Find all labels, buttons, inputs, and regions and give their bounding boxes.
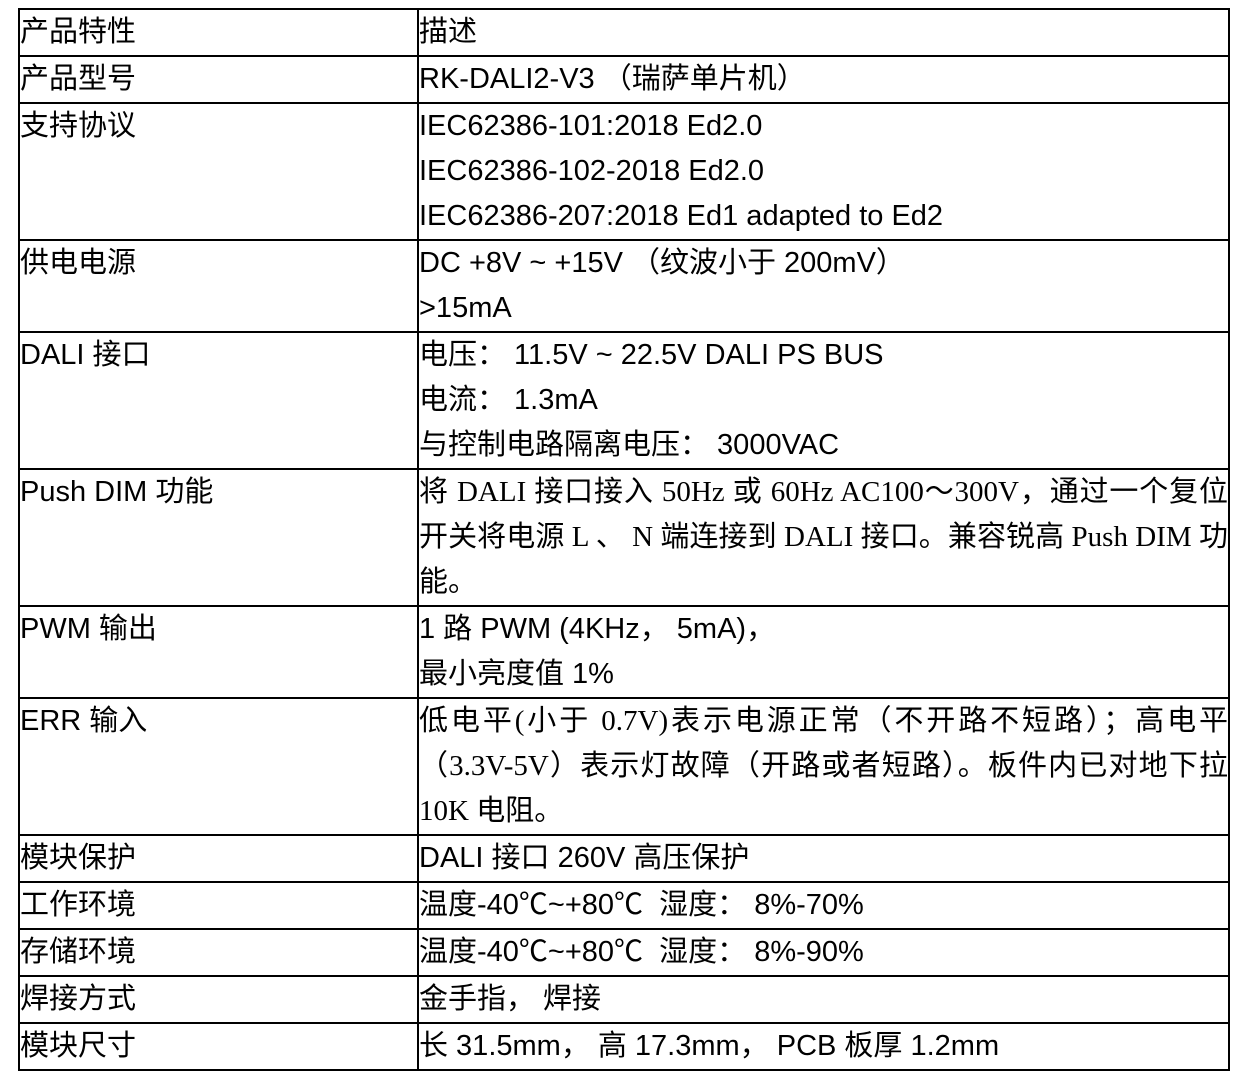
table-row-pwm-output: PWM 输出 1 路 PWM (4KHz， 5mA)， 最小亮度值 1%: [18, 605, 1230, 699]
description-cell: 低电平(小于 0.7V)表示电源正常（不开路不短路）；高电平（3.3V-5V）表…: [417, 697, 1230, 836]
description-line: 温度-40℃~+80℃ 湿度： 8%-70%: [419, 889, 864, 921]
description-paragraph: 将 DALI 接口接入 50Hz 或 60Hz AC100～300V，通过一个复…: [419, 476, 1228, 598]
description-line: 长 31.5mm， 高 17.3mm， PCB 板厚 1.2mm: [419, 1030, 1000, 1062]
feature-label: 模块保护: [20, 842, 137, 874]
description-cell: 温度-40℃~+80℃ 湿度： 8%-90%: [417, 928, 1230, 977]
table-header-row: 产品特性 描述: [18, 8, 1230, 57]
table-row-push-dim: Push DIM 功能 将 DALI 接口接入 50Hz 或 60Hz AC10…: [18, 468, 1230, 607]
feature-label: 模块尺寸: [20, 1030, 137, 1062]
table-row-err-input: ERR 输入 低电平(小于 0.7V)表示电源正常（不开路不短路）；高电平（3.…: [18, 697, 1230, 836]
description-line: >15mA: [419, 292, 512, 324]
feature-cell: 模块保护: [18, 834, 419, 883]
description-cell: RK-DALI2-V3 （瑞萨单片机）: [417, 55, 1230, 104]
feature-label: 供电电源: [20, 247, 137, 279]
description-line: 金手指， 焊接: [419, 983, 602, 1015]
description-line: 电流： 1.3mA: [419, 384, 598, 416]
feature-label: 支持协议: [20, 110, 137, 142]
description-cell: 电压： 11.5V ~ 22.5V DALI PS BUS 电流： 1.3mA …: [417, 331, 1230, 470]
feature-cell: 焊接方式: [18, 975, 419, 1024]
feature-cell: DALI 接口: [18, 331, 419, 470]
description-cell: 1 路 PWM (4KHz， 5mA)， 最小亮度值 1%: [417, 605, 1230, 699]
feature-label: 存储环境: [20, 936, 137, 968]
description-cell: DALI 接口 260V 高压保护: [417, 834, 1230, 883]
description-line: 电压： 11.5V ~ 22.5V DALI PS BUS: [419, 339, 884, 371]
feature-label: 焊接方式: [20, 983, 137, 1015]
table-row-module-dimensions: 模块尺寸 长 31.5mm， 高 17.3mm， PCB 板厚 1.2mm: [18, 1022, 1230, 1071]
description-line: 1 路 PWM (4KHz， 5mA)，: [419, 613, 776, 645]
header-feature-cell: 产品特性: [18, 8, 419, 57]
description-line: DC +8V ~ +15V （纹波小于 200mV）: [419, 247, 905, 279]
feature-label: 工作环境: [20, 889, 137, 921]
feature-cell: 产品型号: [18, 55, 419, 104]
feature-label: Push DIM 功能: [20, 476, 214, 508]
description-line: 最小亮度值 1%: [419, 658, 614, 690]
feature-cell: 工作环境: [18, 881, 419, 930]
description-line: DALI 接口 260V 高压保护: [419, 842, 750, 874]
description-cell: 金手指， 焊接: [417, 975, 1230, 1024]
description-line: 与控制电路隔离电压： 3000VAC: [419, 429, 840, 461]
description-cell: IEC62386-101:2018 Ed2.0 IEC62386-102-201…: [417, 102, 1230, 241]
table-row-module-protection: 模块保护 DALI 接口 260V 高压保护: [18, 834, 1230, 883]
feature-cell: Push DIM 功能: [18, 468, 419, 607]
table-row-product-model: 产品型号 RK-DALI2-V3 （瑞萨单片机）: [18, 55, 1230, 104]
description-paragraph: 低电平(小于 0.7V)表示电源正常（不开路不短路）；高电平（3.3V-5V）表…: [419, 705, 1228, 827]
feature-label: ERR 输入: [20, 705, 148, 737]
feature-cell: ERR 输入: [18, 697, 419, 836]
feature-cell: 支持协议: [18, 102, 419, 241]
table-row-dali-interface: DALI 接口 电压： 11.5V ~ 22.5V DALI PS BUS 电流…: [18, 331, 1230, 470]
description-cell: 温度-40℃~+80℃ 湿度： 8%-70%: [417, 881, 1230, 930]
header-description-label: 描述: [419, 16, 478, 48]
feature-cell: 存储环境: [18, 928, 419, 977]
feature-cell: PWM 输出: [18, 605, 419, 699]
description-line: 温度-40℃~+80℃ 湿度： 8%-90%: [419, 936, 864, 968]
table-row-soldering-method: 焊接方式 金手指， 焊接: [18, 975, 1230, 1024]
product-spec-table: 产品特性 描述 产品型号 RK-DALI2-V3 （瑞萨单片机） 支持协议 IE…: [18, 8, 1230, 1071]
feature-cell: 模块尺寸: [18, 1022, 419, 1071]
feature-cell: 供电电源: [18, 239, 419, 333]
header-description-cell: 描述: [417, 8, 1230, 57]
description-line: RK-DALI2-V3 （瑞萨单片机）: [419, 63, 806, 95]
table-row-storage-environment: 存储环境 温度-40℃~+80℃ 湿度： 8%-90%: [18, 928, 1230, 977]
table-row-protocols: 支持协议 IEC62386-101:2018 Ed2.0 IEC62386-10…: [18, 102, 1230, 241]
header-feature-label: 产品特性: [20, 16, 137, 48]
description-line: IEC62386-101:2018 Ed2.0: [419, 110, 763, 142]
feature-label: 产品型号: [20, 63, 137, 95]
table-row-power-supply: 供电电源 DC +8V ~ +15V （纹波小于 200mV） >15mA: [18, 239, 1230, 333]
description-line: IEC62386-207:2018 Ed1 adapted to Ed2: [419, 200, 944, 232]
description-cell: DC +8V ~ +15V （纹波小于 200mV） >15mA: [417, 239, 1230, 333]
description-line: IEC62386-102-2018 Ed2.0: [419, 155, 765, 187]
table-row-operating-environment: 工作环境 温度-40℃~+80℃ 湿度： 8%-70%: [18, 881, 1230, 930]
feature-label: DALI 接口: [20, 339, 151, 371]
description-cell: 长 31.5mm， 高 17.3mm， PCB 板厚 1.2mm: [417, 1022, 1230, 1071]
feature-label: PWM 输出: [20, 613, 157, 645]
description-cell: 将 DALI 接口接入 50Hz 或 60Hz AC100～300V，通过一个复…: [417, 468, 1230, 607]
